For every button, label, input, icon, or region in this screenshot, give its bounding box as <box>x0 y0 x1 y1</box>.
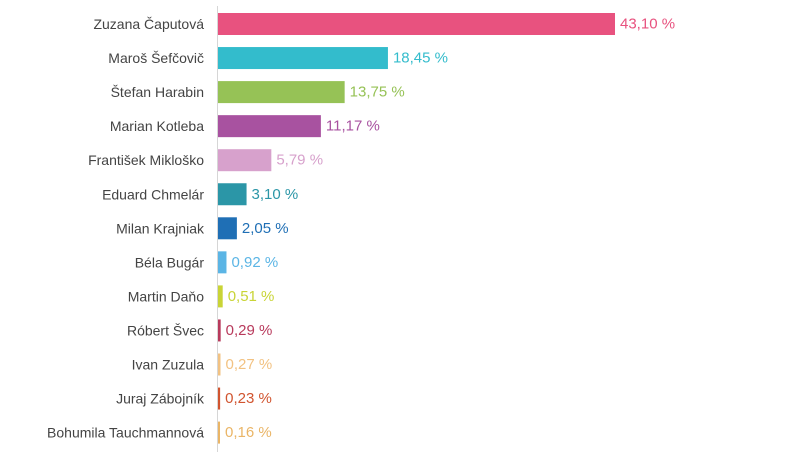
value-label: 3,10 % <box>252 186 299 203</box>
bar[interactable] <box>218 81 345 104</box>
value-label: 43,10 % <box>620 16 675 33</box>
bar[interactable] <box>218 115 321 138</box>
value-label: 0,27 % <box>225 356 272 373</box>
category-label: Bohumila Tauchmannová <box>47 425 204 441</box>
value-label: 11,17 % <box>326 118 380 135</box>
category-label: Štefan Harabin <box>111 84 204 100</box>
bar[interactable] <box>218 13 615 35</box>
category-label: Juraj Zábojník <box>116 391 205 407</box>
category-label: Milan Krajniak <box>116 220 205 236</box>
category-label: Róbert Švec <box>127 322 204 338</box>
category-label: František Mikloško <box>88 152 204 168</box>
bar[interactable] <box>218 251 227 274</box>
category-label: Béla Bugár <box>135 254 205 270</box>
value-label: 0,16 % <box>225 424 272 441</box>
bar[interactable] <box>218 285 223 308</box>
bar[interactable] <box>218 319 221 342</box>
value-label: 0,51 % <box>228 288 275 305</box>
value-label: 0,92 % <box>231 254 278 271</box>
value-label: 13,75 % <box>350 84 405 101</box>
category-label: Maroš Šefčovič <box>108 50 204 66</box>
category-label: Ivan Zuzula <box>132 357 205 373</box>
value-label: 18,45 % <box>393 50 448 67</box>
bar[interactable] <box>218 149 272 172</box>
bar[interactable] <box>218 353 221 376</box>
category-label: Martin Daňo <box>128 288 204 304</box>
bar-rows: Zuzana Čaputová 43,10 % Maroš Šefčovič 18,4… <box>47 13 675 444</box>
category-label: Marian Kotleba <box>110 118 204 134</box>
category-label: Eduard Chmelár <box>102 186 204 202</box>
bar[interactable] <box>218 183 247 206</box>
value-label: 0,29 % <box>226 322 273 339</box>
bar[interactable] <box>218 217 237 240</box>
value-label: 2,05 % <box>242 220 289 237</box>
bar[interactable] <box>218 421 220 444</box>
category-label: Zuzana Čaputová <box>93 16 204 32</box>
value-label: 0,23 % <box>225 390 272 407</box>
bar[interactable] <box>218 47 388 70</box>
bar[interactable] <box>218 387 221 410</box>
value-label: 5,79 % <box>276 152 323 169</box>
